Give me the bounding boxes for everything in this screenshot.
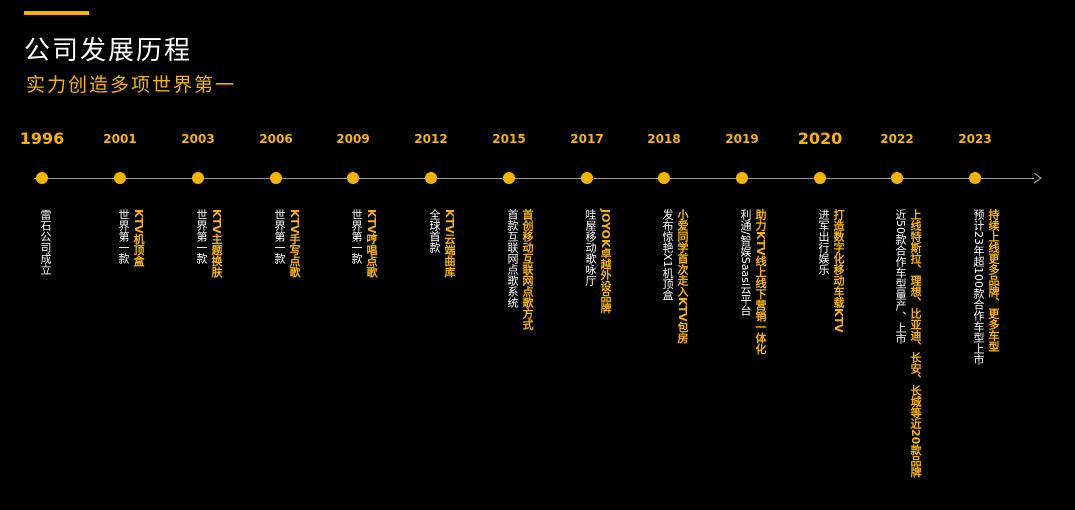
event-description: 上线特斯拉、理想、比亚迪、长安、长城等近20款品牌 近50款合作车型量产、上市 [893,209,922,477]
event-description: 首创移动互联网点歌方式 首款互联网点歌系统 [505,209,534,330]
event-highlight-text: 上线特斯拉、理想、比亚迪、长安、长城等近20款品牌 [909,209,922,478]
page-title: 公司发展历程 [24,36,193,66]
event-description: 助力KTV线上线下营销一体化 利通/智娱Saas云平台 [738,209,767,355]
timeline-dot [192,172,204,184]
event-detail-text: 利通/智娱Saas云平台 [739,209,752,316]
timeline-dot [891,172,903,184]
event-highlight-text: KTV主题换肤 [210,209,223,278]
title-accent-bar [24,11,89,15]
event-highlight-text: 打造数字化移动车载KTV [832,209,845,333]
timeline-dot [36,172,48,184]
event-highlight-text: KTV云端曲库 [443,209,456,278]
event-description: 小爱同学首次走入KTV包房 发布惊艳X1机顶盒 [660,209,689,344]
event-year: 2006 [259,132,293,146]
event-detail-text: 世界第一款 [117,209,130,264]
timeline-dot [969,172,981,184]
event-description: KTV机顶盒 世界第一款 [116,209,145,267]
event-detail-text: 首款互联网点歌系统 [506,209,519,308]
event-highlight-text: KTV手写点歌 [288,209,301,278]
event-detail-text: 全球首款 [428,209,441,253]
event-year: 2017 [570,132,604,146]
event-highlight-text: 首创移动互联网点歌方式 [521,209,534,330]
event-year: 2001 [103,132,137,146]
event-description: KTV手写点歌 世界第一款 [272,209,301,278]
event-description: KTV云端曲库 全球首款 [427,209,456,278]
event-highlight-text: 持续上线更多品牌、更多车型 [987,209,1000,352]
event-detail-text: 雷石公司成立 [39,209,52,275]
event-year: 2015 [492,132,526,146]
event-highlight-text: 小爱同学首次走入KTV包房 [676,209,689,344]
timeline-dot [270,172,282,184]
event-description: 持续上线更多品牌、更多车型 预计23年超100款合作车型上市 [971,209,1000,365]
event-detail-text: 近50款合作车型量产、上市 [894,209,907,344]
timeline-dot [581,172,593,184]
event-detail-text: 世界第一款 [273,209,286,264]
timeline-dot [814,172,826,184]
event-year: 2018 [647,132,681,146]
event-year: 2019 [725,132,759,146]
timeline-dot [425,172,437,184]
event-detail-text: 世界第一款 [195,209,208,264]
event-year: 2020 [797,129,843,148]
event-description: 雷石公司成立 [38,209,52,275]
event-description: 打造数字化移动车载KTV 进军出行娱乐 [816,209,845,333]
event-highlight-text: JOYOK卓越外设品牌 [599,209,612,314]
event-highlight-text: KTV哼唱点歌 [365,209,378,278]
timeline-dot [658,172,670,184]
event-year: 2003 [181,132,215,146]
page-subtitle: 实力创造多项世界第一 [26,74,237,96]
timeline-dot [503,172,515,184]
event-year: 1996 [19,129,65,148]
timeline-axis [34,178,1034,179]
event-description: KTV哼唱点歌 世界第一款 [349,209,378,278]
event-year: 2022 [880,132,914,146]
timeline-dot [736,172,748,184]
timeline-dot [114,172,126,184]
event-detail-text: 发布惊艳X1机顶盒 [661,209,674,301]
event-detail-text: 世界第一款 [350,209,363,264]
event-year: 2012 [414,132,448,146]
event-description: JOYOK卓越外设品牌 哇屋移动歌咏厅 [583,209,612,314]
event-year: 2023 [958,132,992,146]
arrow-right-icon [1030,171,1044,185]
event-highlight-text: KTV机顶盒 [132,209,145,267]
event-description: KTV主题换肤 世界第一款 [194,209,223,278]
event-highlight-text: 助力KTV线上线下营销一体化 [754,209,767,355]
event-detail-text: 哇屋移动歌咏厅 [584,209,597,286]
timeline-dot [347,172,359,184]
event-year: 2009 [336,132,370,146]
event-detail-text: 预计23年超100款合作车型上市 [972,209,985,365]
event-detail-text: 进军出行娱乐 [817,209,830,275]
